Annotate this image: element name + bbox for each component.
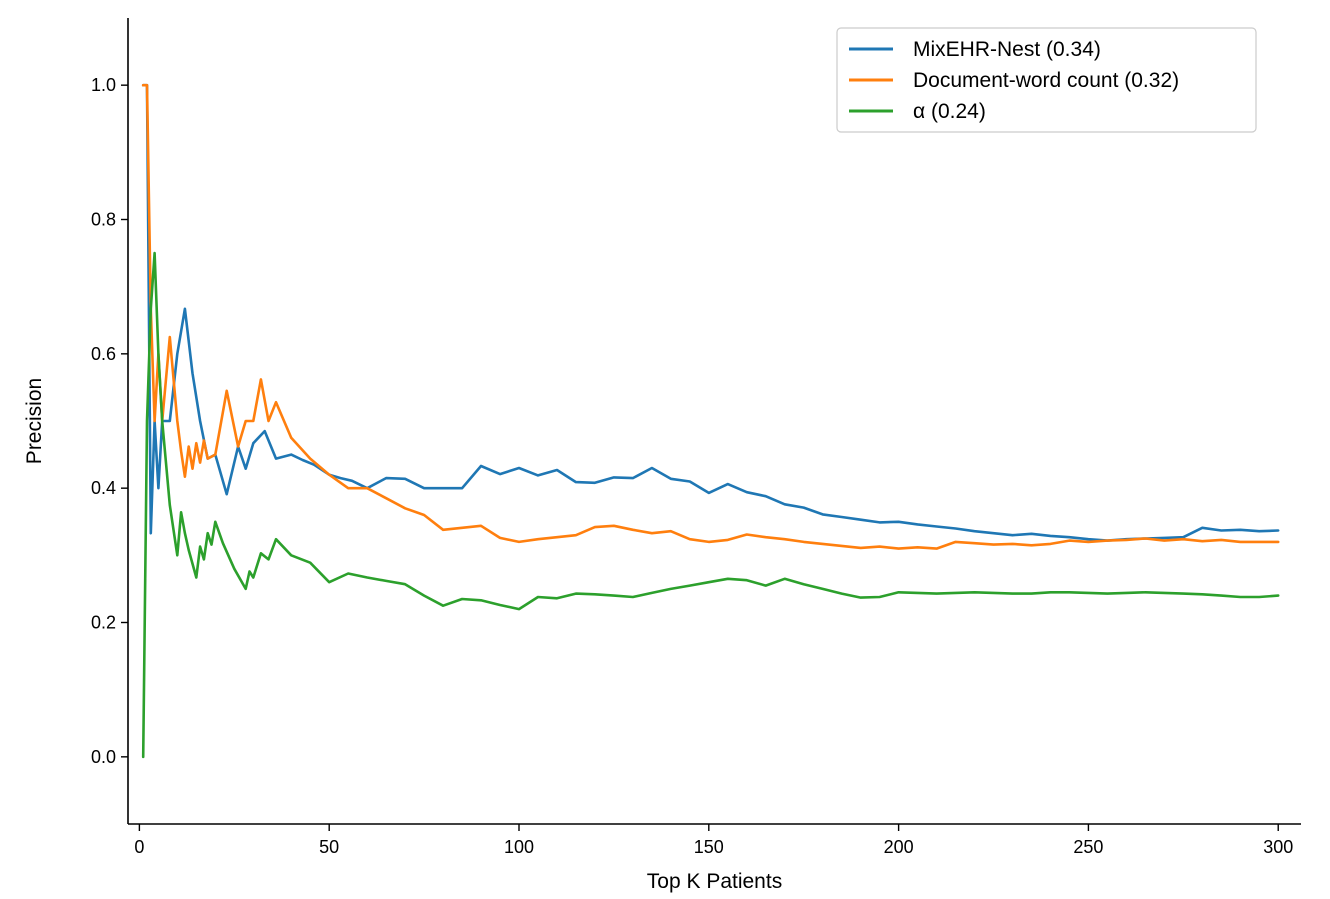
y-ticks: 0.0 0.2 0.4 0.6 0.8 1.0 [91,75,128,767]
legend-box [836,27,1257,133]
x-tick-label: 50 [319,837,339,857]
legend: MixEHR-Nest (0.34) Document-word count (0… [836,27,1257,133]
x-axis-label: Top K Patients [647,870,782,893]
y-axis-label: Precision [23,378,46,464]
y-tick-label: 0.2 [91,613,116,633]
legend-entry-3: α (0.24) [913,100,986,123]
axes [127,18,1301,825]
series-line-2 [141,83,1280,550]
y-tick-label: 0.6 [91,344,116,364]
x-tick-label: 300 [1263,837,1293,857]
series-line-3 [141,251,1280,759]
x-tick-label: 100 [504,837,534,857]
series-line-1 [141,83,1280,542]
x-tick-label: 200 [884,837,914,857]
legend-entry-1: MixEHR-Nest (0.34) [913,38,1101,61]
x-tick-label: 0 [134,837,144,857]
x-ticks: 0 50 100 150 200 250 300 [134,824,1293,857]
x-tick-label: 150 [694,837,724,857]
y-tick-label: 0.4 [91,478,116,498]
legend-entry-2: Document-word count (0.32) [913,69,1179,92]
y-tick-label: 0.8 [91,210,116,230]
y-tick-label: 0.0 [91,747,116,767]
series-lines [141,83,1280,759]
x-tick-label: 250 [1073,837,1103,857]
y-tick-label: 1.0 [91,75,116,95]
